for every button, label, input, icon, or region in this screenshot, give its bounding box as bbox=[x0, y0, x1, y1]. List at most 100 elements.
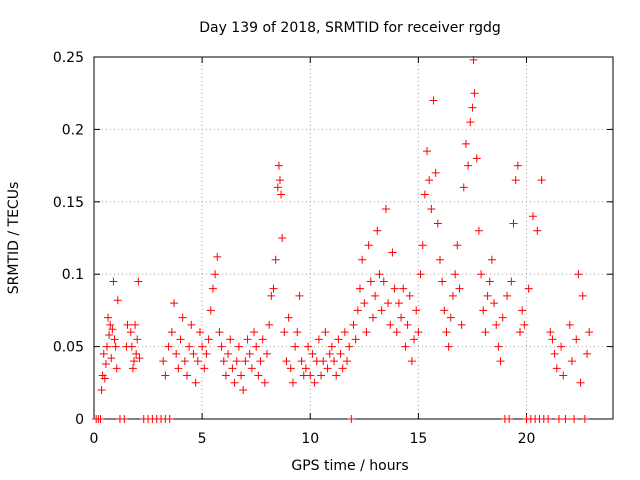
data-point bbox=[174, 364, 183, 373]
data-point bbox=[388, 248, 397, 257]
data-point bbox=[286, 364, 295, 373]
data-point bbox=[498, 313, 507, 322]
x-tick-label: 0 bbox=[90, 431, 99, 447]
data-point bbox=[379, 277, 388, 286]
data-point bbox=[200, 364, 209, 373]
data-point bbox=[208, 284, 217, 293]
data-point bbox=[567, 357, 576, 366]
y-tick-label: 0 bbox=[75, 412, 84, 428]
data-point bbox=[418, 241, 427, 250]
data-point bbox=[410, 335, 419, 344]
data-point bbox=[470, 89, 479, 98]
data-point bbox=[455, 284, 464, 293]
data-point bbox=[269, 284, 278, 293]
data-point bbox=[520, 320, 529, 329]
data-point bbox=[440, 306, 449, 315]
data-point bbox=[180, 357, 189, 366]
data-point bbox=[570, 415, 579, 423]
data-point bbox=[351, 335, 360, 344]
data-point bbox=[505, 415, 514, 423]
data-point bbox=[585, 328, 594, 337]
data-point bbox=[325, 349, 334, 358]
data-point bbox=[206, 306, 215, 315]
data-point bbox=[317, 371, 326, 380]
data-point bbox=[263, 349, 271, 358]
data-point bbox=[128, 364, 137, 373]
data-point bbox=[110, 335, 119, 344]
data-point bbox=[189, 349, 198, 358]
data-point bbox=[213, 252, 222, 261]
data-point bbox=[557, 342, 566, 351]
data-point bbox=[191, 378, 200, 387]
data-point bbox=[537, 176, 546, 185]
data-point bbox=[293, 328, 302, 337]
data-point bbox=[494, 342, 503, 351]
data-point bbox=[368, 313, 377, 322]
plot-area bbox=[93, 56, 614, 420]
data-point bbox=[371, 291, 380, 300]
data-point bbox=[492, 320, 501, 329]
data-point bbox=[273, 183, 282, 192]
data-point bbox=[490, 299, 499, 308]
data-point bbox=[260, 378, 269, 387]
data-point bbox=[258, 335, 267, 344]
data-point bbox=[308, 349, 317, 358]
data-point bbox=[524, 284, 533, 293]
data-point bbox=[448, 291, 457, 300]
data-point bbox=[431, 168, 440, 177]
data-point bbox=[513, 161, 522, 170]
data-point bbox=[314, 335, 323, 344]
data-point bbox=[291, 342, 300, 351]
data-point bbox=[243, 335, 252, 344]
data-point bbox=[412, 306, 421, 315]
data-point bbox=[256, 357, 265, 366]
data-point bbox=[578, 291, 587, 300]
data-point bbox=[580, 415, 589, 423]
data-point bbox=[185, 342, 194, 351]
x-axis-label: GPS time / hours bbox=[291, 458, 408, 474]
data-point bbox=[232, 357, 241, 366]
data-point bbox=[254, 371, 263, 380]
data-point bbox=[234, 342, 243, 351]
data-point bbox=[343, 357, 352, 366]
data-point bbox=[366, 277, 375, 286]
x-tick-label: 15 bbox=[409, 431, 427, 447]
data-point bbox=[187, 320, 196, 329]
data-point bbox=[469, 55, 478, 64]
data-point bbox=[364, 241, 373, 250]
data-point bbox=[433, 219, 442, 228]
data-point bbox=[319, 357, 328, 366]
data-point bbox=[360, 299, 369, 308]
data-point bbox=[120, 415, 129, 423]
data-point bbox=[477, 270, 486, 279]
y-tick-label: 0.15 bbox=[53, 195, 84, 211]
data-point bbox=[221, 371, 230, 380]
data-point bbox=[464, 161, 473, 170]
data-point bbox=[349, 320, 358, 329]
data-point bbox=[204, 335, 213, 344]
data-point bbox=[397, 313, 406, 322]
data-point bbox=[399, 284, 408, 293]
data-point bbox=[178, 313, 187, 322]
data-point bbox=[468, 103, 477, 112]
data-point bbox=[224, 349, 233, 358]
data-point bbox=[284, 313, 293, 322]
data-point bbox=[211, 270, 220, 279]
data-point bbox=[345, 342, 354, 351]
data-point bbox=[228, 364, 237, 373]
data-point bbox=[113, 296, 122, 305]
y-tick-label: 0.05 bbox=[53, 340, 84, 356]
data-point bbox=[277, 190, 286, 199]
data-point bbox=[278, 234, 287, 242]
data-point bbox=[384, 299, 393, 308]
data-point bbox=[306, 371, 315, 380]
data-point bbox=[265, 320, 274, 329]
data-point bbox=[496, 357, 505, 366]
axis-ticks: 0 0.05 0.1 0.15 0.2 0.25 0 5 10 15 20 bbox=[53, 50, 613, 447]
data-point bbox=[414, 328, 423, 337]
data-point bbox=[282, 357, 291, 366]
data-point bbox=[172, 349, 181, 358]
data-point bbox=[457, 320, 466, 329]
data-point bbox=[109, 277, 118, 286]
data-point bbox=[275, 176, 284, 185]
